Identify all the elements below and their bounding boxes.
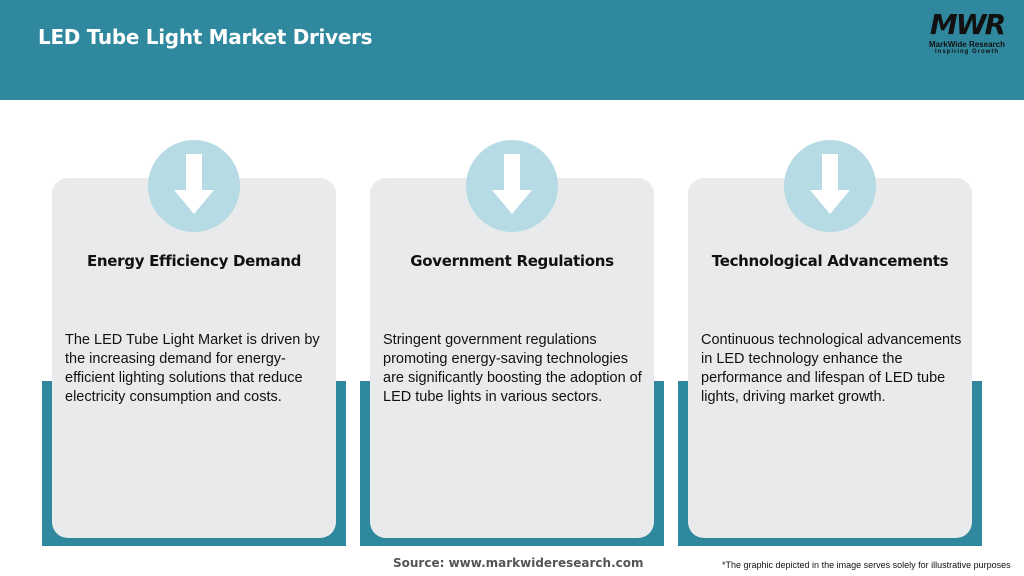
header-banner: LED Tube Light Market Drivers MWR MarkWi… (0, 0, 1024, 100)
logo-tagline: Inspiring Growth (935, 49, 999, 55)
page-title: LED Tube Light Market Drivers (38, 25, 373, 49)
logo-mark: MWR (929, 8, 1006, 41)
arrow-down-icon (492, 154, 532, 214)
driver-card (52, 178, 336, 538)
driver-card (370, 178, 654, 538)
source-text: Source: www.markwideresearch.com (393, 556, 644, 570)
arrow-down-icon (174, 154, 214, 214)
card-text: Stringent government regulations promoti… (383, 332, 642, 405)
icon-circle (784, 140, 876, 232)
icon-circle (148, 140, 240, 232)
driver-card (688, 178, 972, 538)
card-title: Energy Efficiency Demand (86, 252, 302, 270)
logo: MWR MarkWide Research Inspiring Growth (922, 10, 1012, 56)
icon-circle (466, 140, 558, 232)
card-text: Continuous technological advancements in… (701, 332, 962, 405)
disclaimer-note: *The graphic depicted in the image serve… (722, 560, 1011, 570)
card-title: Technological Advancements (711, 252, 949, 270)
arrow-down-icon (810, 154, 850, 214)
logo-name: MarkWide Research (929, 40, 1005, 49)
card-text: The LED Tube Light Market is driven by t… (65, 332, 320, 405)
card-title: Government Regulations (410, 252, 614, 270)
